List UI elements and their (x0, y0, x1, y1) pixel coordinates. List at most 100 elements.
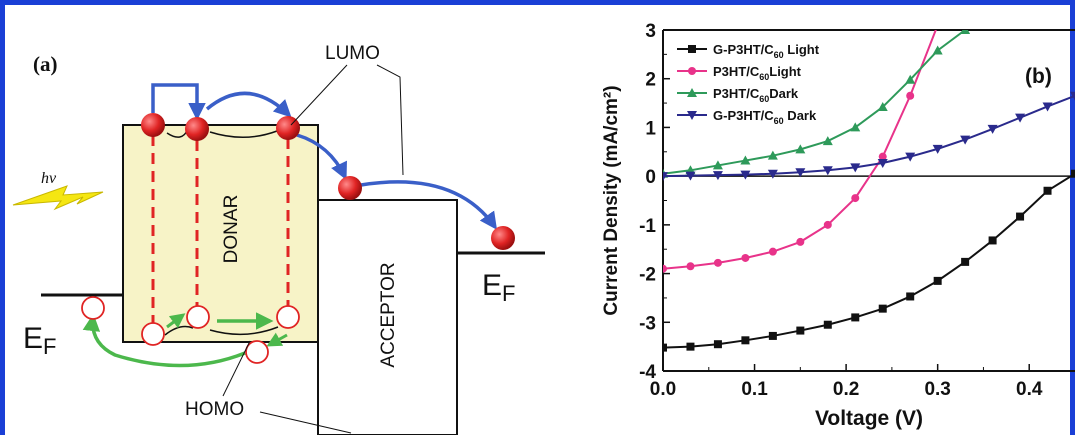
chart-plot: -4 -3 -2 -1 0 1 2 3 0.0 0.1 0.2 0.3 0.4 Voltage (V) Cu… (601, 21, 1075, 430)
y-tick-label: 3 (645, 21, 656, 42)
data-point (686, 342, 695, 351)
data-point (688, 45, 696, 53)
excitation-lines (151, 135, 290, 327)
hv-label: hv (41, 170, 57, 187)
electron-4 (338, 176, 362, 200)
acceptor-label: ACCEPTOR (378, 262, 399, 367)
data-point (932, 144, 943, 154)
data-point (740, 155, 751, 165)
panel-a-label: (a) (33, 52, 58, 76)
series-line (663, 172, 1075, 349)
hole-1 (81, 296, 105, 320)
lumo-leader-2 (376, 64, 404, 176)
data-point (933, 276, 942, 285)
data-point (906, 292, 915, 301)
series-1 (663, 169, 1075, 352)
data-point (663, 264, 667, 273)
homo-leader-2 (259, 411, 352, 434)
y-tick-label: 2 (645, 70, 656, 91)
data-point (1042, 102, 1053, 112)
data-point (663, 172, 668, 182)
y-tick-label: -1 (639, 216, 656, 237)
data-point (687, 111, 697, 120)
x-tick-label: 0.1 (741, 379, 768, 400)
legend-entry: P3HT/C60Dark (713, 86, 799, 104)
data-point (906, 91, 915, 100)
data-point (851, 313, 860, 322)
electron-to-ef-arrow (360, 180, 498, 230)
data-point (767, 169, 778, 179)
data-point (823, 220, 832, 229)
x-tick-label: 0.3 (924, 379, 950, 400)
hole-hop-arrow-1 (166, 313, 186, 329)
legend-entry: G-P3HT/C60 Dark (713, 108, 817, 126)
hole-to-ef-arrow (82, 313, 246, 368)
data-point (768, 331, 777, 340)
x-tick-label: 0.4 (1016, 379, 1043, 400)
y-tick-label: -3 (639, 313, 656, 334)
hole-3 (186, 305, 210, 329)
data-point (987, 124, 998, 134)
data-point (795, 168, 806, 178)
data-point (663, 343, 667, 352)
homo-leader-1 (222, 340, 251, 397)
hole-hop-arrow-3 (266, 332, 288, 347)
data-point (767, 150, 778, 160)
electron-hop-arrow-2 (205, 91, 292, 118)
lumo-relax-curve-2 (209, 130, 278, 138)
lumo-leader-1 (290, 64, 348, 126)
x-tick-label: 0.0 (650, 379, 676, 400)
data-point (686, 262, 695, 271)
electron-2 (185, 117, 209, 141)
data-point (851, 194, 860, 203)
data-point (687, 88, 697, 97)
acceptor-box (317, 199, 458, 435)
data-point (905, 74, 916, 84)
data-point (1070, 91, 1075, 101)
data-point (878, 304, 887, 313)
data-point (878, 152, 887, 161)
data-point (850, 122, 861, 132)
data-point (688, 67, 696, 75)
data-point (960, 30, 971, 34)
fermi-level-right-label: EF (482, 269, 515, 306)
data-point (796, 326, 805, 335)
data-point (1071, 169, 1075, 178)
x-axis-label: Voltage (V) (815, 407, 923, 430)
series-4 (663, 91, 1075, 182)
hole-4 (276, 305, 300, 329)
data-point (713, 340, 722, 349)
series-line (663, 94, 1075, 178)
data-point (685, 171, 696, 181)
electron-hop-arrow-1 (151, 83, 206, 121)
data-point (741, 253, 750, 262)
data-point (988, 236, 997, 245)
electron-5 (491, 226, 515, 250)
data-point (932, 45, 943, 55)
holes (81, 296, 300, 364)
x-tick-label: 0.2 (833, 379, 859, 400)
data-point (934, 21, 942, 29)
series-line (663, 30, 966, 175)
data-point (712, 171, 723, 181)
light-bolt-icon (12, 185, 104, 211)
legend-entry: G-P3HT/C60 Light (713, 42, 820, 60)
data-point (1015, 113, 1026, 123)
lumo-label: LUMO (325, 43, 380, 64)
data-point (768, 247, 777, 256)
data-point (1016, 212, 1025, 221)
fermi-level-left-label: EF (23, 322, 56, 359)
data-point (822, 166, 833, 176)
data-point (796, 237, 805, 246)
electron-transfer-arrow (296, 133, 347, 181)
data-point (740, 170, 751, 180)
data-point (822, 136, 833, 146)
data-point (961, 257, 970, 266)
y-axis-label: Current Density (mA/cm²) (601, 85, 622, 315)
jv-chart-panel: -4 -3 -2 -1 0 1 2 3 0.0 0.1 0.2 0.3 0.4 Voltage (V) Cu… (601, 21, 1075, 430)
data-point (1043, 186, 1052, 195)
y-tick-label: -2 (639, 265, 656, 286)
data-point (850, 163, 861, 173)
band-diagram-panel: (a) hv DONAR ACCE (12, 43, 545, 435)
data-point (712, 160, 723, 170)
